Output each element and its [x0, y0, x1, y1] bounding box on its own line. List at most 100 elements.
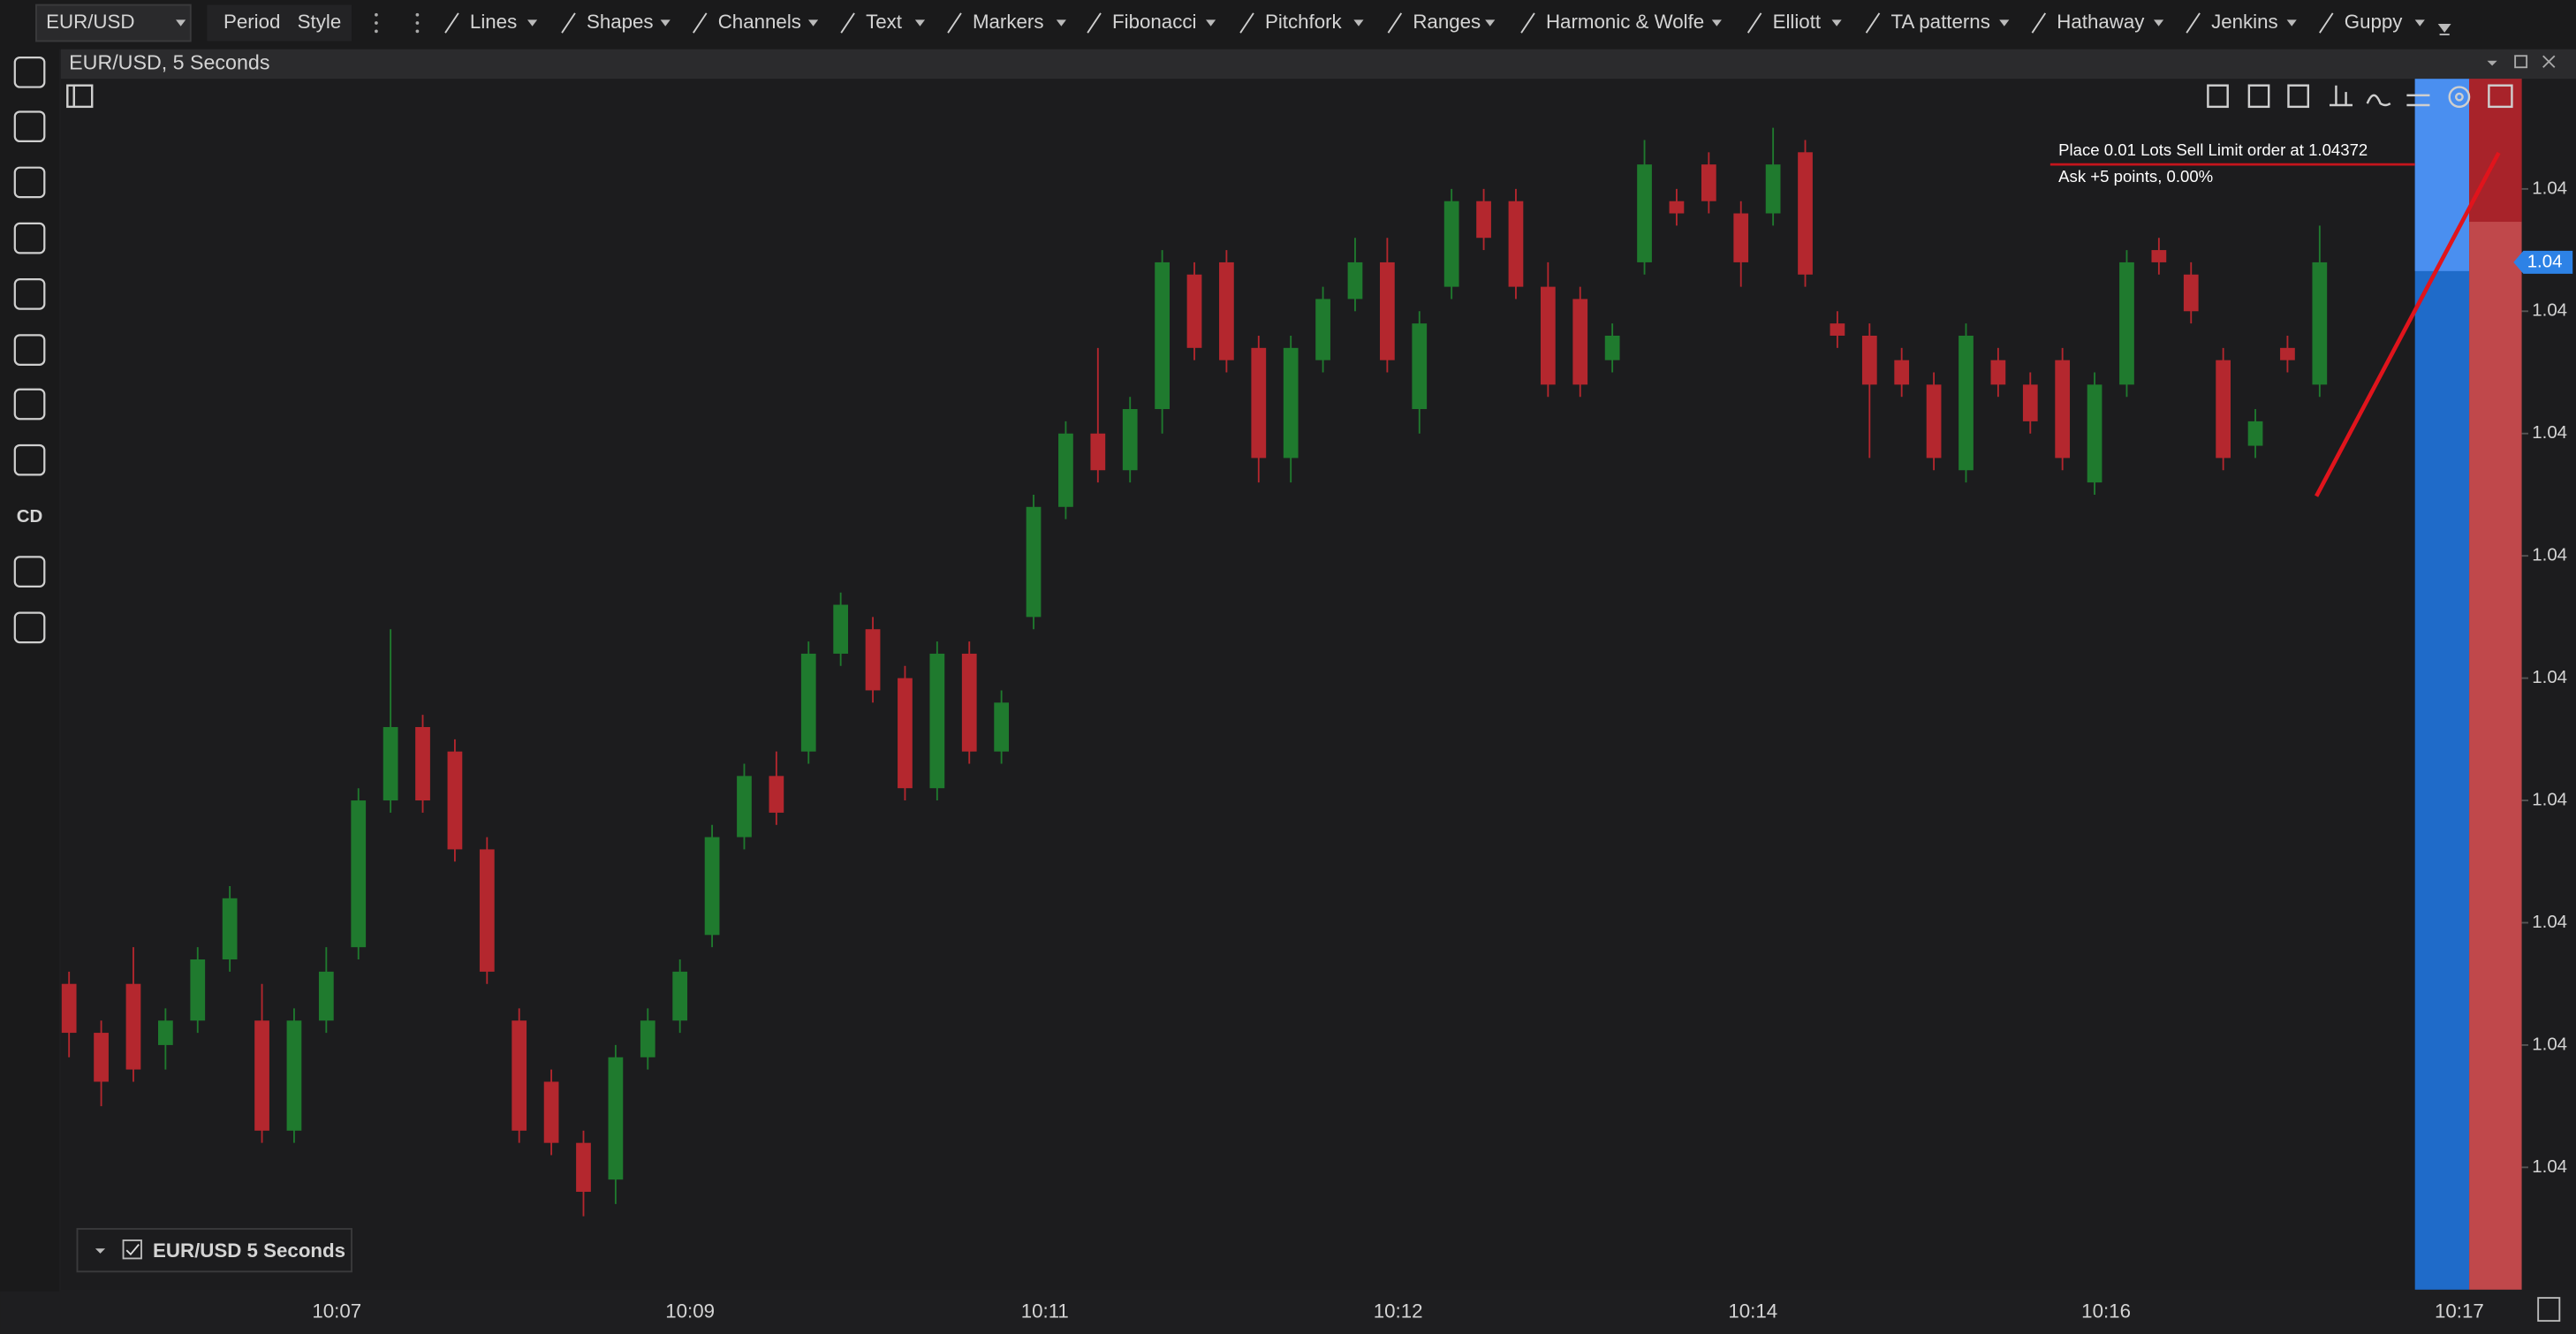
- candle-body: [640, 1020, 655, 1057]
- candle-body: [447, 751, 463, 850]
- style-button[interactable]: Style: [298, 11, 342, 33]
- candle-body: [511, 1020, 527, 1131]
- tool-button[interactable]: Guppy: [2345, 11, 2404, 33]
- legend-checkbox[interactable]: [122, 1239, 142, 1260]
- tool-button[interactable]: Lines: [470, 11, 517, 33]
- tool-button[interactable]: Ranges: [1413, 11, 1481, 33]
- tool-dropdown[interactable]: [807, 19, 819, 27]
- overflow-arrow[interactable]: [2437, 23, 2451, 35]
- candle-body: [1443, 201, 1459, 287]
- legend-check: [125, 1244, 140, 1256]
- left-tool-icon[interactable]: [13, 110, 46, 143]
- last-price-label: 1.04: [2527, 251, 2563, 271]
- legend-collapse[interactable]: [95, 1248, 106, 1254]
- candle-body: [1540, 286, 1556, 385]
- candle-body: [1798, 152, 1813, 275]
- tool-icon: [1239, 12, 1254, 34]
- left-tool-icon[interactable]: [13, 611, 46, 644]
- tool-icon: [947, 12, 962, 34]
- tool-icon: [561, 12, 576, 34]
- tool-button[interactable]: Markers: [973, 11, 1044, 33]
- candle-body: [961, 653, 977, 752]
- close-button[interactable]: [2542, 55, 2556, 68]
- left-tool-icon[interactable]: [13, 334, 46, 366]
- tool-button[interactable]: Fibonacci: [1112, 11, 1196, 33]
- left-tool-cd[interactable]: CD: [17, 506, 43, 527]
- candle-body: [704, 837, 720, 936]
- left-tool-icon[interactable]: [13, 556, 46, 587]
- candle-body: [1508, 201, 1524, 287]
- tool-dropdown[interactable]: [1206, 19, 1216, 27]
- candle-body: [1380, 261, 1395, 360]
- tool-dropdown[interactable]: [527, 19, 538, 27]
- tool-icon: [840, 12, 855, 34]
- tool-button[interactable]: Pitchfork: [1265, 11, 1343, 33]
- tool-dropdown[interactable]: [2154, 19, 2164, 27]
- tool-dropdown[interactable]: [2414, 19, 2425, 27]
- tool-button[interactable]: Shapes: [587, 11, 654, 33]
- candle-body: [1122, 409, 1138, 471]
- panel-toggle[interactable]: [66, 84, 94, 109]
- bottom-panel-button[interactable]: [2537, 1297, 2561, 1323]
- candle-body: [2151, 250, 2167, 262]
- bid-band: [2414, 79, 2470, 1290]
- candle-body: [2183, 274, 2199, 312]
- left-tool-icon[interactable]: [13, 388, 46, 421]
- tool-dropdown[interactable]: [1485, 19, 1496, 27]
- ask-band-top: [2469, 79, 2522, 223]
- y-tick-label: 1.04: [2532, 545, 2567, 565]
- candle-body: [1219, 261, 1234, 360]
- candle-body: [1669, 201, 1685, 214]
- candle-body: [1347, 261, 1363, 299]
- candle-body: [576, 1142, 591, 1193]
- tool-button[interactable]: Harmonic & Wolfe: [1546, 11, 1704, 33]
- candle-body: [2280, 347, 2295, 360]
- tool-dropdown[interactable]: [1831, 19, 1842, 27]
- candle-body: [543, 1081, 559, 1143]
- tool-button[interactable]: Hathaway: [2057, 11, 2145, 33]
- tool-dropdown[interactable]: [1999, 19, 2010, 27]
- left-tool-icon[interactable]: [13, 222, 46, 254]
- bid-band-top: [2414, 79, 2470, 271]
- tool-icon: [2319, 12, 2334, 34]
- left-tool-icon[interactable]: [13, 56, 46, 88]
- tool-dropdown[interactable]: [660, 19, 671, 27]
- tool-button[interactable]: Elliott: [1773, 11, 1822, 33]
- tool-dropdown[interactable]: [2286, 19, 2297, 27]
- tool-dropdown[interactable]: [914, 19, 926, 27]
- tool-dropdown[interactable]: [1353, 19, 1364, 27]
- order-text: Place 0.01 Lots Sell Limit order at 1.04…: [2058, 140, 2368, 159]
- x-axis-area: [0, 1291, 2576, 1334]
- candle-body: [351, 800, 367, 948]
- chart-tools: [2207, 84, 2513, 109]
- y-tick-label: 1.04: [2532, 667, 2567, 687]
- last-price-tag: [2513, 250, 2573, 274]
- left-tool-icon[interactable]: [13, 278, 46, 310]
- tool-button[interactable]: Channels: [718, 11, 801, 33]
- tool-button[interactable]: TA patterns: [1890, 11, 1989, 33]
- chart-header: [60, 49, 2576, 80]
- left-toolbar: [0, 49, 60, 1334]
- tool-icon: [1865, 12, 1881, 34]
- candle-body: [1476, 201, 1491, 239]
- tool-dropdown[interactable]: [1711, 19, 1722, 27]
- maximize-button[interactable]: [2514, 55, 2528, 69]
- symbol[interactable]: EUR/USD: [46, 11, 134, 33]
- tool-button[interactable]: Jenkins: [2211, 11, 2278, 33]
- tool-dropdown[interactable]: [1056, 19, 1066, 27]
- y-tick-label: 1.04: [2532, 789, 2567, 809]
- header-menu[interactable]: [2487, 60, 2497, 66]
- candle-body: [222, 898, 238, 960]
- candle-body: [286, 1020, 302, 1131]
- tool-button[interactable]: Text: [866, 11, 903, 33]
- drawn-arrow-line: [2315, 151, 2501, 497]
- left-tool-icon[interactable]: [13, 166, 46, 199]
- candle-body: [2247, 421, 2263, 446]
- x-tick-label: 10:11: [1021, 1300, 1069, 1323]
- period-button[interactable]: Period: [224, 11, 280, 33]
- left-tool-icon[interactable]: [13, 443, 46, 476]
- candle-body: [1604, 335, 1620, 360]
- toolbar-separators: [375, 12, 420, 34]
- x-tick-label: 10:17: [2435, 1300, 2484, 1323]
- symbol-box[interactable]: [35, 4, 192, 42]
